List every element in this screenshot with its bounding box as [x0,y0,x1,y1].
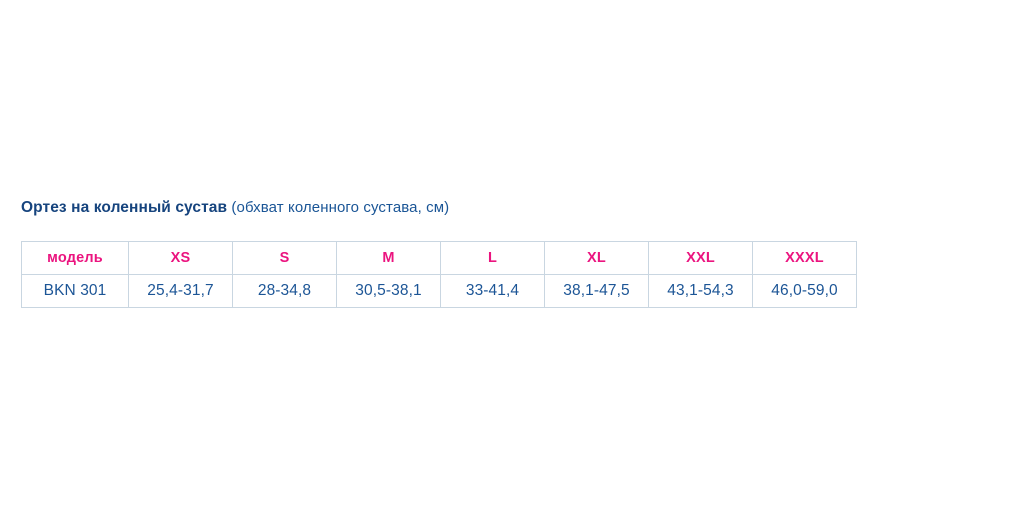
page-title-subtitle: (обхват коленного сустава, см) [227,199,450,216]
column-header-xxl: XXL [648,241,753,275]
column-header-model: модель [21,241,129,275]
page-title: Ортез на коленный сустав (обхват коленно… [21,198,449,218]
size-chart-table: модель XS S M L XL XXL XXXL BKN 301 25,4… [21,241,857,308]
cell-model: BKN 301 [21,274,129,308]
cell-xxxl: 46,0-59,0 [752,274,857,308]
cell-l: 33-41,4 [440,274,545,308]
cell-xs: 25,4-31,7 [128,274,233,308]
column-header-s: S [232,241,337,275]
cell-xl: 38,1-47,5 [544,274,649,308]
column-header-xl: XL [544,241,649,275]
table-row: BKN 301 25,4-31,7 28-34,8 30,5-38,1 33-4… [21,274,857,308]
column-header-xxxl: XXXL [752,241,857,275]
table-header: модель XS S M L XL XXL XXXL [21,241,857,275]
cell-s: 28-34,8 [232,274,337,308]
table-body: BKN 301 25,4-31,7 28-34,8 30,5-38,1 33-4… [21,274,857,308]
column-header-l: L [440,241,545,275]
cell-m: 30,5-38,1 [336,274,441,308]
table-header-row: модель XS S M L XL XXL XXXL [21,241,857,275]
column-header-m: M [336,241,441,275]
column-header-xs: XS [128,241,233,275]
cell-xxl: 43,1-54,3 [648,274,753,308]
page-title-main: Ортез на коленный сустав [21,199,228,216]
